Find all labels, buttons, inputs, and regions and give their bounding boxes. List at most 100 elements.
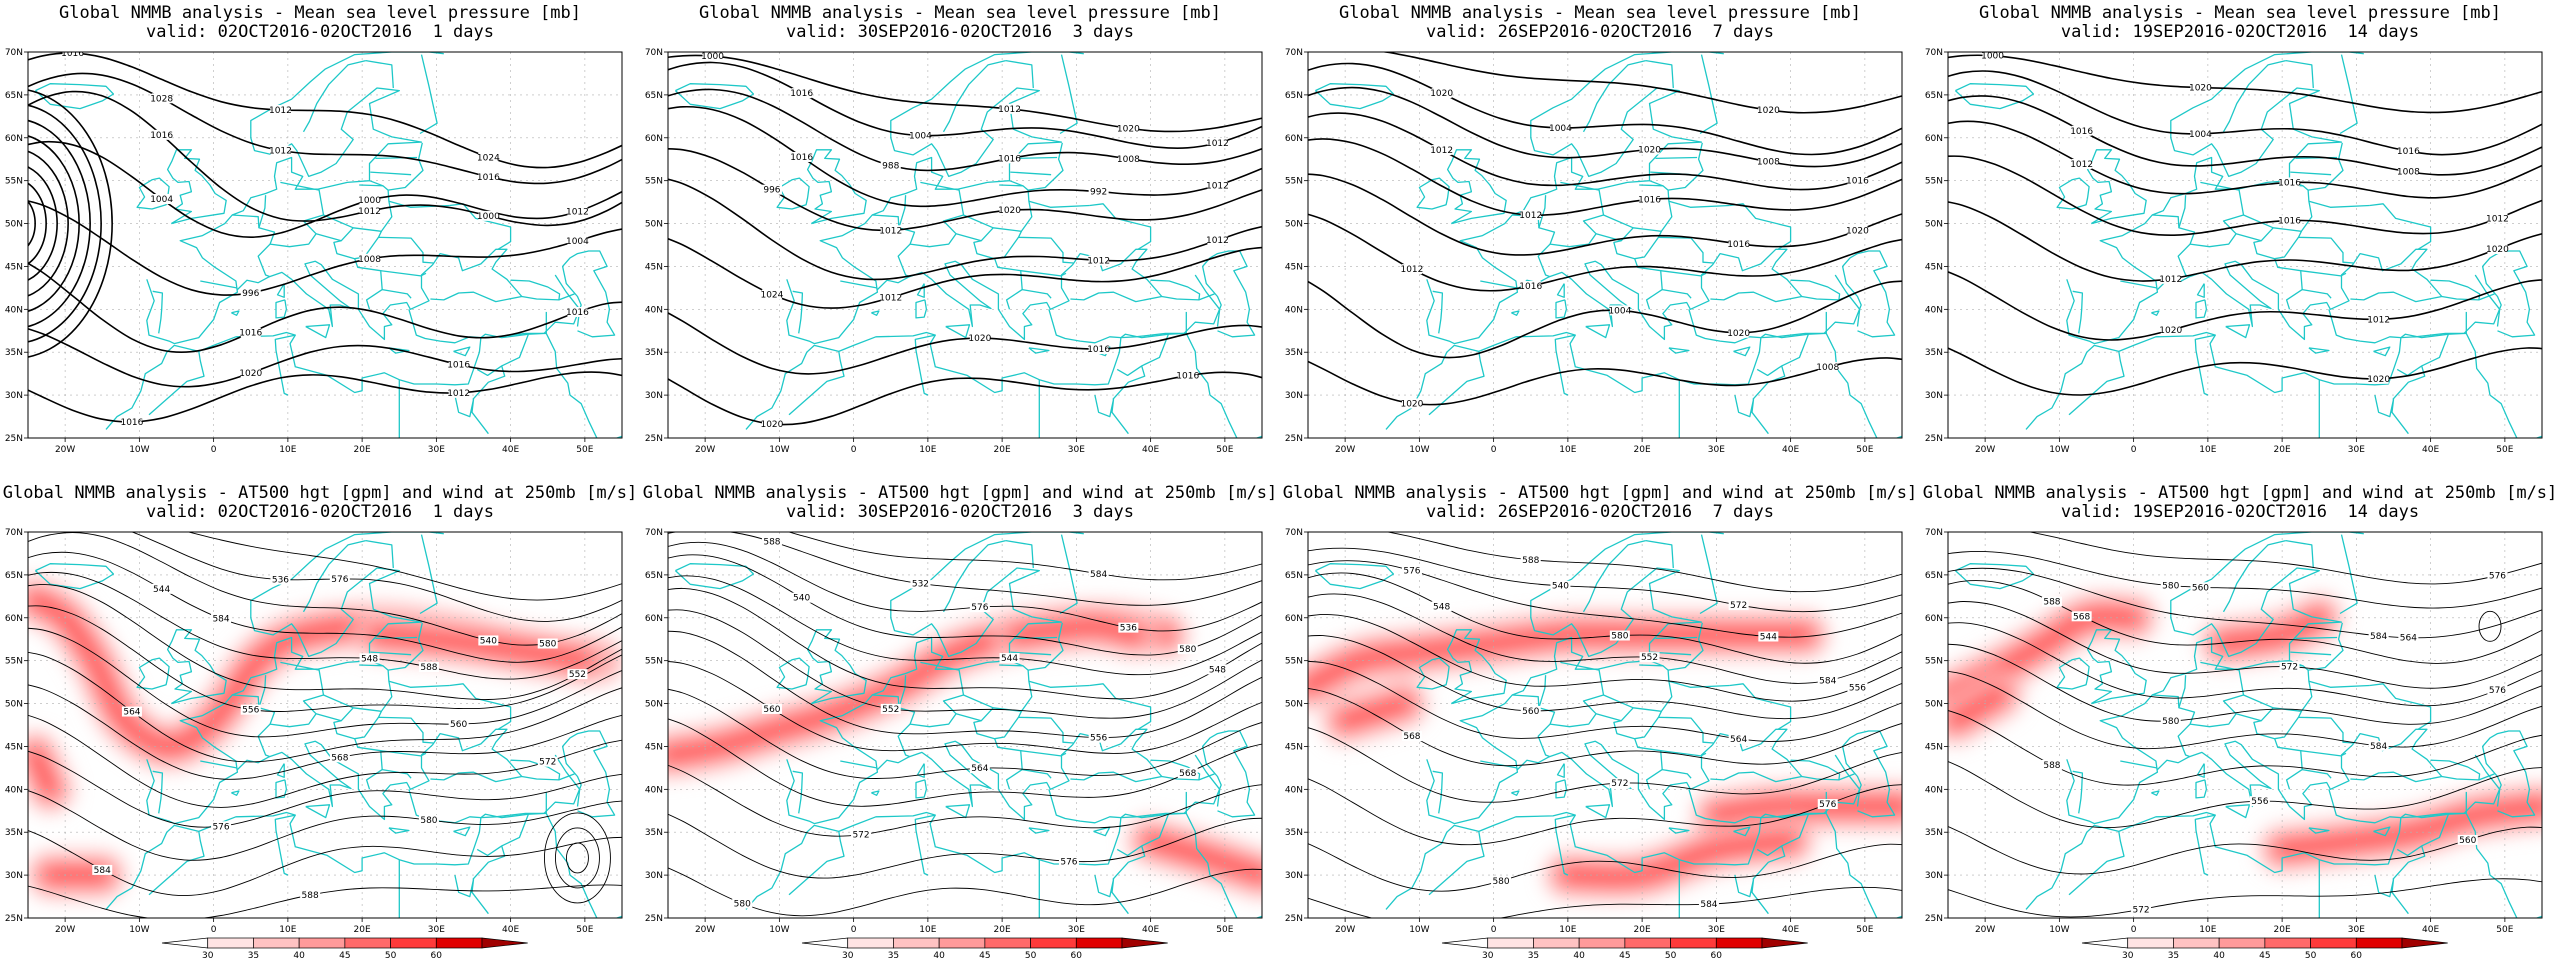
contour-label-bg (1639, 652, 1660, 663)
coastline (302, 539, 366, 613)
panel-title: Global NMMB analysis - Mean sea level pr… (1920, 4, 2560, 42)
colorbar-label: 45 (2259, 951, 2270, 960)
coastline (1838, 773, 1855, 781)
contour-label: 1012 (358, 207, 381, 217)
lon-tick-label: 30E (428, 445, 445, 455)
coastline (1428, 831, 1485, 896)
contour-label: 1020 (1757, 106, 1780, 116)
contour-label: 572 (1611, 779, 1628, 789)
colorbar-label: 30 (1482, 951, 1494, 960)
contour-label: 1004 (1549, 124, 1572, 134)
contour-label-bg (240, 368, 261, 379)
lat-tick-label: 65N (5, 91, 23, 101)
contour-label: 552 (882, 705, 899, 715)
lon-tick-label: 50E (1216, 445, 1233, 455)
graticule (1948, 532, 2542, 918)
colorbar-low-arrow (801, 937, 849, 949)
coastline (136, 177, 170, 210)
contour-label: 556 (2251, 797, 2268, 807)
lat-tick-label: 45N (1285, 742, 1303, 752)
coastline (152, 290, 164, 334)
coastline (1511, 310, 1520, 316)
contour-label: 1020 (998, 206, 1021, 216)
contour-label-bg (1550, 580, 1571, 591)
coastline (1834, 274, 1861, 327)
coastline (1595, 713, 1622, 722)
coastline (1112, 365, 1146, 400)
contour-label-bg (151, 129, 172, 140)
coastline (1512, 694, 1556, 758)
lon-tick-label: 40E (1142, 445, 1159, 455)
panel-valid-line: valid: 19SEP2016-02OCT2016 14 days (2060, 22, 2420, 42)
contour-label: 548 (1433, 602, 1450, 612)
isoline (1948, 643, 2542, 725)
contour-label-bg (1758, 105, 1779, 116)
contour-label: 588 (2043, 598, 2060, 608)
colorbar: 30 35 40 45 50 60 (161, 937, 528, 960)
contour-label-bg (2160, 273, 2181, 284)
contour-label: 1012 (269, 147, 292, 157)
contour-label: 1016 (1519, 282, 1542, 292)
lon-tick-label: 20W (1335, 445, 1355, 455)
coastline (2295, 636, 2338, 640)
contour-label-bg (418, 662, 439, 673)
coastline (1516, 728, 1803, 821)
map-panel-p7: Global NMMB analysis - AT500 hgt [gpm] a… (1280, 480, 1920, 960)
coastline (454, 394, 489, 435)
contour-label-bg (300, 890, 321, 901)
contour-label-bg (2368, 630, 2389, 641)
colorbar-segment (984, 937, 1031, 949)
colorbar-segment (2173, 937, 2220, 949)
contour-label-bg (969, 602, 990, 613)
lon-tick-label: 10W (2049, 925, 2069, 935)
contour-label: 1020 (2486, 245, 2509, 255)
contour-label-bg (151, 194, 172, 205)
coastline (1554, 814, 1576, 876)
lat-tick-label: 55N (1285, 177, 1303, 187)
contour-label: 1004 (2189, 130, 2212, 140)
lon-tick-label: 20E (354, 445, 371, 455)
coastline (558, 773, 575, 781)
lat-tick-label: 60N (1285, 614, 1303, 624)
lat-tick-label: 25N (1925, 434, 1943, 444)
contour-label: 576 (1819, 800, 1836, 810)
isoline (1308, 727, 1902, 803)
contour-label: 536 (1344, 524, 1361, 534)
lat-tick-label: 35N (645, 828, 663, 838)
coastline (480, 333, 529, 339)
contour-label-bg (1728, 238, 1749, 249)
contour-label: 1024 (760, 290, 783, 300)
contour-label-bg (329, 752, 350, 763)
map-frame (1947, 531, 2543, 919)
contour-label: 1012 (269, 106, 292, 116)
isoline (1308, 52, 1902, 114)
isoline (28, 551, 622, 663)
contour-label: 576 (1060, 857, 1077, 867)
isoline (1308, 843, 1902, 892)
coastline (1657, 711, 1714, 744)
contour-label: 532 (912, 580, 929, 590)
isoline (668, 587, 1262, 700)
contour-label: 564 (123, 708, 140, 718)
coastline (871, 310, 880, 316)
coastline (1516, 248, 1803, 341)
colorbar-high-arrow (481, 937, 528, 949)
contour-label-bg (1177, 768, 1198, 779)
coastline (1116, 333, 1170, 377)
coastline (270, 661, 325, 728)
isoline (1948, 95, 2542, 176)
isoline (1948, 54, 2542, 114)
contour-label-bg (359, 253, 380, 264)
contour-label-bg (761, 536, 782, 547)
contours (1308, 52, 1902, 406)
coastline (302, 59, 366, 133)
coastline (2474, 274, 2501, 327)
contour-label-bg (969, 333, 990, 344)
coastline (872, 214, 916, 278)
colorbar-label: 30 (202, 951, 214, 960)
contour-label-bg (880, 703, 901, 714)
coastline (1585, 324, 1611, 339)
panel-title: Global NMMB analysis - AT500 hgt [gpm] a… (640, 484, 1280, 522)
contour-label-bg (1728, 327, 1749, 338)
lon-tick-label: 10E (919, 445, 936, 455)
